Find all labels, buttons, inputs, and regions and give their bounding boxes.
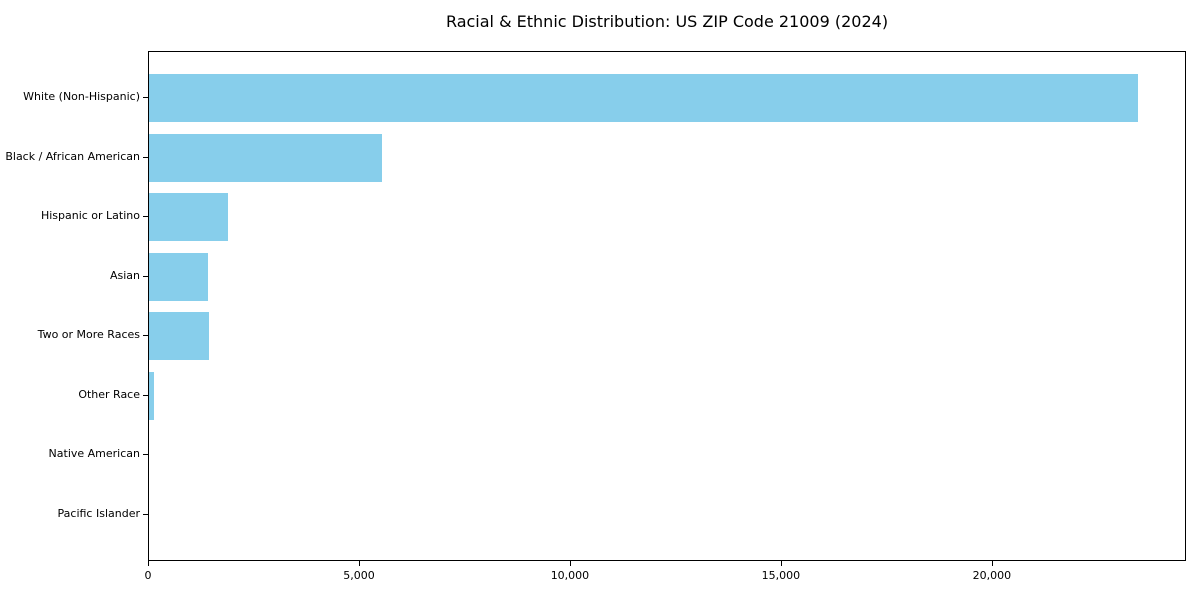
bar-other-race: [149, 371, 155, 420]
x-tick-label-15-000: 15,000: [761, 569, 801, 582]
y-tick-label-pacific-islander: Pacific Islander: [57, 507, 140, 520]
x-tick-mark: [991, 561, 993, 566]
y-tick-label-other-race: Other Race: [78, 387, 140, 401]
bar-black-african-american: [149, 133, 382, 182]
y-tick-label-white-non-hispanic: White (Non-Hispanic): [23, 90, 140, 103]
x-tick-label-5-000: 5,000: [343, 569, 375, 582]
y-tick-label-asian: Asian: [109, 268, 140, 282]
y-tick-mark: [143, 514, 148, 515]
y-tick-mark: [143, 335, 148, 337]
plot-area: [148, 51, 1186, 561]
bar-two-or-more-races: [149, 312, 209, 361]
x-tick-label-0: 0: [144, 569, 152, 582]
bar-white-non-hispanic: [149, 74, 1138, 122]
y-tick-label-hispanic-or-latino: Hispanic or Latino: [40, 209, 140, 223]
x-tick-label-20-000: 20,000: [972, 569, 1012, 582]
bar-asian: [149, 252, 209, 301]
y-tick-mark: [143, 454, 148, 456]
y-tick-mark: [143, 216, 148, 218]
y-tick-mark: [143, 394, 148, 396]
y-tick-label-native-american: Native American: [48, 447, 140, 461]
bar-hispanic-or-latino: [149, 193, 228, 242]
chart-title: Racial & Ethnic Distribution: US ZIP Cod…: [445, 12, 889, 31]
x-tick-mark: [358, 561, 360, 566]
y-tick-mark: [143, 156, 148, 158]
y-tick-label-two-or-more-races: Two or More Races: [37, 328, 140, 342]
x-tick-mark: [148, 561, 149, 566]
y-tick-mark: [143, 275, 148, 277]
x-tick-label-10-000: 10,000: [550, 569, 590, 582]
y-tick-mark: [143, 97, 148, 98]
x-tick-mark: [569, 561, 571, 566]
y-tick-label-black-african-american: Black / African American: [5, 149, 140, 163]
x-tick-mark: [780, 561, 782, 566]
